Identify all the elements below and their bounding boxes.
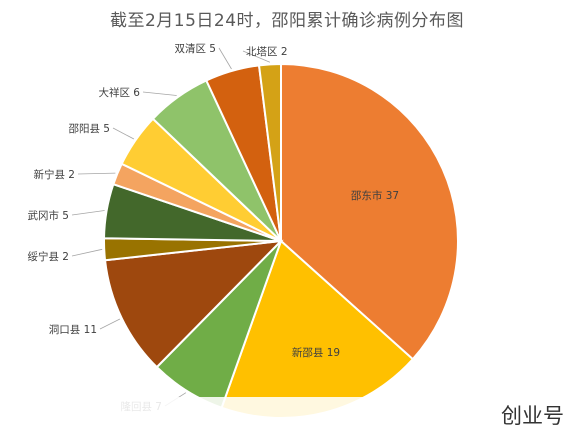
slice-label-4: 洞口县 11 (49, 324, 97, 336)
slice-label-9: 大祥区 6 (98, 86, 140, 99)
slice-label-8: 邵阳县 5 (68, 123, 110, 135)
slice-1 (280, 62, 459, 361)
leader-line-5 (71, 248, 103, 257)
bottom-overlay-band (0, 397, 574, 437)
leader-line-4 (99, 318, 121, 330)
slice-label-2: 新邵县 19 (292, 346, 340, 359)
slice-4 (103, 239, 284, 369)
slice-label-7: 新宁县 2 (33, 168, 75, 181)
leader-line-9 (142, 91, 177, 96)
leader-line-11 (242, 50, 271, 63)
slice-label-10: 双清区 5 (174, 42, 216, 55)
slice-label-1: 邵东市 37 (351, 189, 399, 202)
leader-line-10 (218, 47, 232, 70)
watermark-text: 创业号 (501, 404, 564, 428)
slice-11 (257, 62, 282, 242)
leader-line-6 (71, 210, 105, 216)
leader-line-8 (112, 127, 135, 140)
slice-label-6: 武冈市 5 (27, 209, 69, 222)
chart-title: 截至2月15日24时，邵阳累计确诊病例分布图 (109, 11, 465, 31)
slice-label-11: 北塔区 2 (246, 45, 288, 58)
pie-slices (103, 62, 459, 419)
slice-label-5: 绥宁县 2 (27, 250, 69, 263)
leader-line-7 (77, 172, 116, 175)
